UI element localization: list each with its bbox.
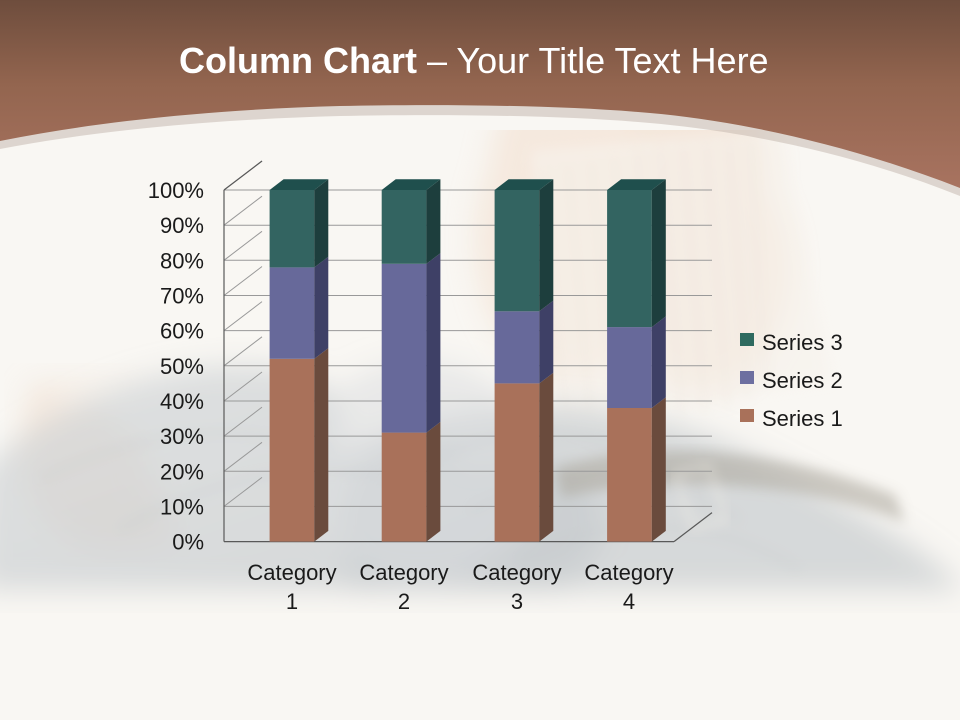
svg-text:90%: 90% <box>160 213 204 238</box>
svg-text:20%: 20% <box>160 459 204 484</box>
svg-text:80%: 80% <box>160 248 204 273</box>
svg-text:30%: 30% <box>160 424 204 449</box>
svg-text:100%: 100% <box>148 178 204 203</box>
svg-text:0%: 0% <box>172 530 204 555</box>
svg-text:40%: 40% <box>160 389 204 414</box>
svg-text:50%: 50% <box>160 354 204 379</box>
svg-text:10%: 10% <box>160 494 204 519</box>
svg-text:60%: 60% <box>160 319 204 344</box>
svg-text:70%: 70% <box>160 284 204 309</box>
